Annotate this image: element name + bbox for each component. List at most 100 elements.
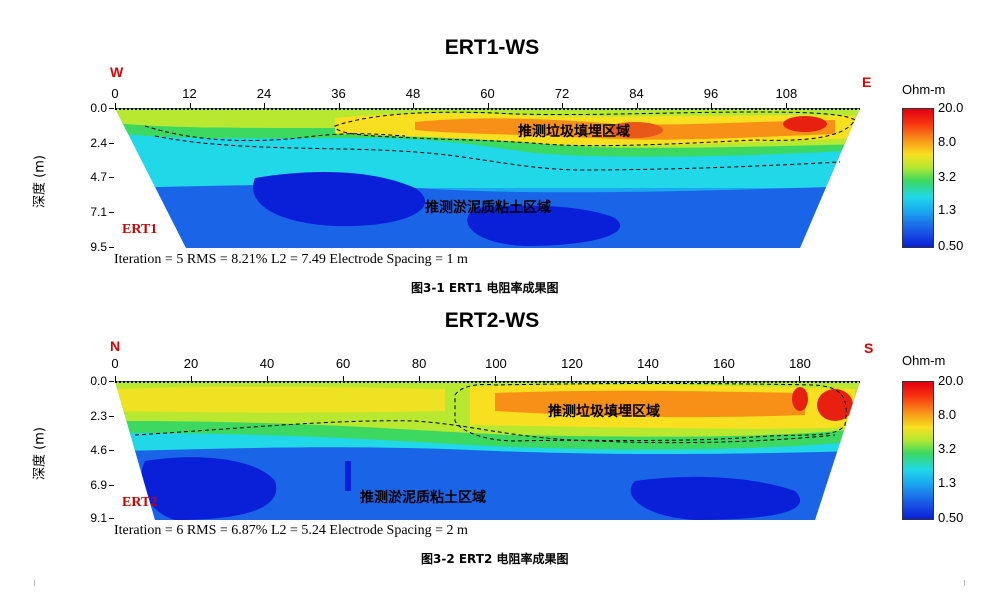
chart2-title: ERT2-WS bbox=[444, 309, 540, 332]
chart1-title: ERT1-WS bbox=[444, 36, 540, 59]
chart2-zone-lower-label: 推测淤泥质粘土区域 bbox=[360, 490, 486, 506]
chart2-x-tick-label: 160 bbox=[713, 356, 735, 371]
chart2-x-tick-label: 40 bbox=[259, 356, 275, 371]
chart2-x-tick-mark bbox=[419, 376, 421, 381]
chart2-plot bbox=[115, 381, 860, 520]
chart2-profile-label: ERT2 bbox=[122, 495, 158, 510]
chart1-x-tick-label: 108 bbox=[775, 86, 798, 101]
chart1-x-tick-mark bbox=[338, 103, 340, 108]
chart1-x-tick-label: 48 bbox=[405, 86, 421, 101]
chart1-left-direction: W bbox=[110, 64, 124, 80]
chart2-x-tick-mark bbox=[647, 376, 649, 381]
chart1-y-tick-label: 9.5 bbox=[90, 240, 107, 254]
chart1-boundary-lower bbox=[154, 135, 841, 171]
corner-mark-right bbox=[958, 580, 965, 586]
chart1-y-tick-mark bbox=[109, 176, 114, 178]
chart1-x-tick-label: 60 bbox=[480, 86, 495, 101]
chart2-x-tick-mark bbox=[799, 376, 801, 381]
chart2-x-tick-mark bbox=[267, 376, 269, 381]
chart1-colorbar-unit: Ohm-m bbox=[902, 82, 946, 97]
chart2-yellow-left bbox=[115, 386, 445, 413]
chart1-colorbar-tick-label: 20.0 bbox=[938, 100, 964, 115]
chart2-y-tick-label: 4.6 bbox=[90, 443, 107, 458]
chart1-x-tick-mark bbox=[785, 103, 787, 108]
chart2-y-axis-label: 深度 (m) bbox=[32, 427, 48, 480]
chart2-boundary-fill-zone bbox=[454, 383, 847, 442]
chart1-low-anomaly-1 bbox=[253, 172, 426, 227]
chart2-x-tick-label: 100 bbox=[485, 356, 507, 371]
chart2-x-tick-mark bbox=[115, 376, 116, 381]
chart2-y-tick-label: 6.9 bbox=[90, 477, 107, 492]
chart2-left-direction: N bbox=[110, 338, 121, 354]
chart1-anomaly-2 bbox=[607, 122, 663, 138]
chart2-x-tick-mark bbox=[571, 376, 573, 381]
chart1-plot bbox=[115, 108, 860, 248]
chart2-y-tick-label: 2.3 bbox=[90, 408, 107, 423]
chart2-colorbar-tick-label: 3.2 bbox=[938, 441, 957, 457]
chart1-x-tick-label: 24 bbox=[256, 86, 272, 101]
chart2-y-tick-mark bbox=[109, 381, 114, 382]
chart1-x-tick-mark bbox=[562, 103, 563, 108]
chart1-y-tick-mark bbox=[109, 108, 114, 109]
chart2-x-tick-label: 120 bbox=[561, 356, 583, 371]
chart1-y-tick-label: 0.0 bbox=[90, 101, 107, 115]
chart1-x-tick-label: 36 bbox=[331, 86, 346, 101]
chart1-x-tick-label: 96 bbox=[703, 86, 719, 101]
chart2-x-tick-label: 80 bbox=[411, 356, 427, 371]
chart2-x-tick-mark bbox=[343, 376, 345, 381]
chart2-x-tick-label: 20 bbox=[183, 356, 199, 371]
chart2-x-tick-label: 60 bbox=[335, 356, 351, 371]
corner-mark-left bbox=[34, 580, 41, 586]
chart1-x-tick-mark bbox=[115, 103, 116, 108]
chart2-right-direction: S bbox=[864, 340, 874, 356]
chart1-colorbar-tick-label: 8.0 bbox=[938, 134, 957, 150]
chart1-colorbar bbox=[902, 108, 934, 248]
chart2-high-anomaly bbox=[817, 389, 853, 421]
chart2-zone-upper-label: 推测垃圾填埋区域 bbox=[548, 404, 660, 420]
chart1-x-tick-mark bbox=[413, 103, 414, 108]
chart1-boundary-fill-zone bbox=[334, 111, 856, 147]
chart1-caption: 图3-1 ERT1 电阻率成果图 bbox=[411, 281, 559, 295]
chart1-y-tick-mark bbox=[109, 143, 114, 145]
chart1-x-tick-label: 0 bbox=[111, 86, 119, 101]
chart2-orange-layer bbox=[495, 390, 805, 418]
chart1-colorbar-tick-label: 3.2 bbox=[938, 168, 957, 184]
chart2-x-tick-mark bbox=[191, 376, 193, 381]
chart1-x-tick-mark bbox=[189, 103, 191, 108]
chart1-x-tick-mark bbox=[636, 103, 638, 108]
chart1-colorbar-tick-label: 1.3 bbox=[938, 202, 957, 218]
chart1-y-tick-mark bbox=[109, 247, 114, 248]
chart1-y-tick-mark bbox=[109, 211, 114, 213]
chart1-high-anomaly bbox=[783, 116, 827, 132]
chart1-stats: Iteration = 5 RMS = 8.21% L2 = 7.49 Elec… bbox=[114, 252, 468, 267]
chart1-y-tick-label: 4.7 bbox=[90, 169, 107, 184]
chart1-zone-upper-label: 推测垃圾填埋区域 bbox=[518, 124, 630, 140]
chart2-colorbar-tick-label: 8.0 bbox=[938, 407, 957, 423]
chart1-boundary-upper-left bbox=[144, 125, 406, 142]
chart2-colorbar bbox=[902, 381, 934, 520]
chart2-y-tick-label: 0.0 bbox=[90, 374, 107, 388]
chart1-right-direction: E bbox=[862, 74, 872, 90]
chart2-y-tick-mark bbox=[109, 484, 114, 486]
chart2-colorbar-tick-label: 0.50 bbox=[938, 510, 964, 525]
chart2-x-tick-label: 180 bbox=[789, 356, 811, 371]
chart2-caption: 图3-2 ERT2 电阻率成果图 bbox=[421, 552, 569, 566]
chart1-x-tick-mark bbox=[711, 103, 712, 108]
chart2-colorbar-unit: Ohm-m bbox=[902, 353, 946, 368]
chart1-x-tick-label: 84 bbox=[629, 86, 644, 101]
chart2-y-tick-mark bbox=[109, 415, 114, 417]
chart1-colorbar-tick-label: 0.50 bbox=[938, 238, 964, 253]
chart2-anomaly-2 bbox=[792, 387, 808, 411]
chart2-y-tick-mark bbox=[109, 518, 114, 519]
chart2-x-tick-label: 0 bbox=[111, 356, 119, 371]
chart1-zone-lower-label: 推测淤泥质粘土区域 bbox=[425, 200, 551, 216]
chart1-y-axis-label: 深度 (m) bbox=[32, 155, 48, 208]
chart2-x-tick-label: 140 bbox=[637, 356, 659, 371]
chart2-x-tick-mark bbox=[723, 376, 725, 381]
chart1-low-anomaly-2 bbox=[467, 205, 621, 246]
chart1-x-tick-label: 72 bbox=[554, 86, 570, 101]
chart1-y-tick-label: 2.4 bbox=[90, 136, 107, 151]
chart2-low-anomaly-1 bbox=[141, 457, 277, 520]
chart2-colorbar-tick-label: 1.3 bbox=[938, 474, 957, 490]
chart2-low-anomaly-2 bbox=[630, 476, 801, 520]
